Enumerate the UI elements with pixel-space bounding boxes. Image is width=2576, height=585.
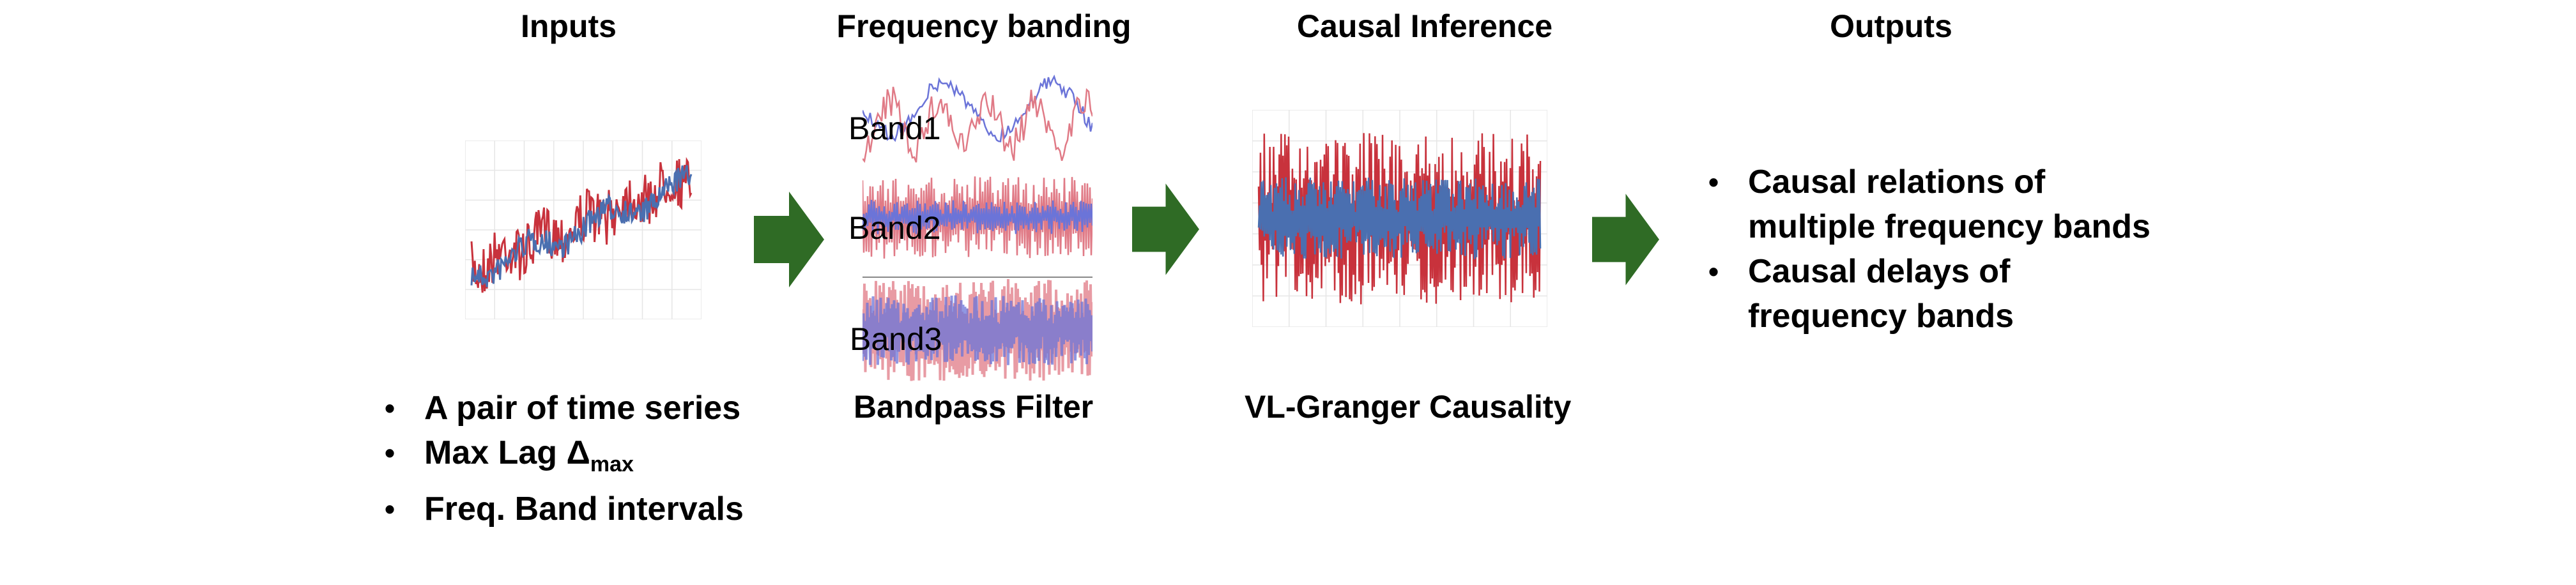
arrow-right-icon xyxy=(754,192,824,287)
max-subscript: max xyxy=(590,452,634,476)
input-time-series-plot xyxy=(465,141,702,319)
band3-label: Band3 xyxy=(850,321,942,357)
heading-frequency-banding: Frequency banding xyxy=(836,8,1131,44)
heading-causal-inference: Causal Inference xyxy=(1296,8,1553,44)
heading-inputs: Inputs xyxy=(521,8,617,44)
band2-label: Band2 xyxy=(848,210,941,246)
inputs-list-item: Freq. Band intervals xyxy=(378,487,744,531)
outputs-list-item: Causal delays of frequency bands xyxy=(1702,249,2150,338)
band3-blue-line xyxy=(862,295,1092,365)
band1-red-line xyxy=(862,86,1092,163)
outputs-list: Causal relations of multiple frequency b… xyxy=(1702,160,2150,338)
series-blue-line xyxy=(470,165,693,287)
band3-plot xyxy=(862,277,1092,381)
heading-outputs: Outputs xyxy=(1830,8,1952,44)
band2-red-line xyxy=(862,176,1092,259)
causal-blue-line xyxy=(1257,177,1542,259)
inputs-list: A pair of time series Max Lag Δmax Freq.… xyxy=(378,386,744,531)
vl-granger-label: VL-Granger Causality xyxy=(1245,389,1572,425)
causal-signal-plot xyxy=(1252,110,1547,327)
band2-blue-line xyxy=(862,199,1092,234)
band2-plot xyxy=(862,176,1092,259)
arrow-right-icon xyxy=(1132,183,1199,275)
band1-label: Band1 xyxy=(848,110,941,146)
arrow-right-icon xyxy=(1592,194,1659,285)
bandpass-filter-label: Bandpass Filter xyxy=(854,389,1094,425)
outputs-list-item: Causal relations of multiple frequency b… xyxy=(1702,160,2150,249)
causal-red-line xyxy=(1257,133,1542,305)
band1-plot xyxy=(862,74,1092,163)
inputs-list-item: A pair of time series xyxy=(378,386,744,430)
inputs-list-item: Max Lag Δmax xyxy=(378,430,744,487)
series-red-line xyxy=(470,156,693,293)
